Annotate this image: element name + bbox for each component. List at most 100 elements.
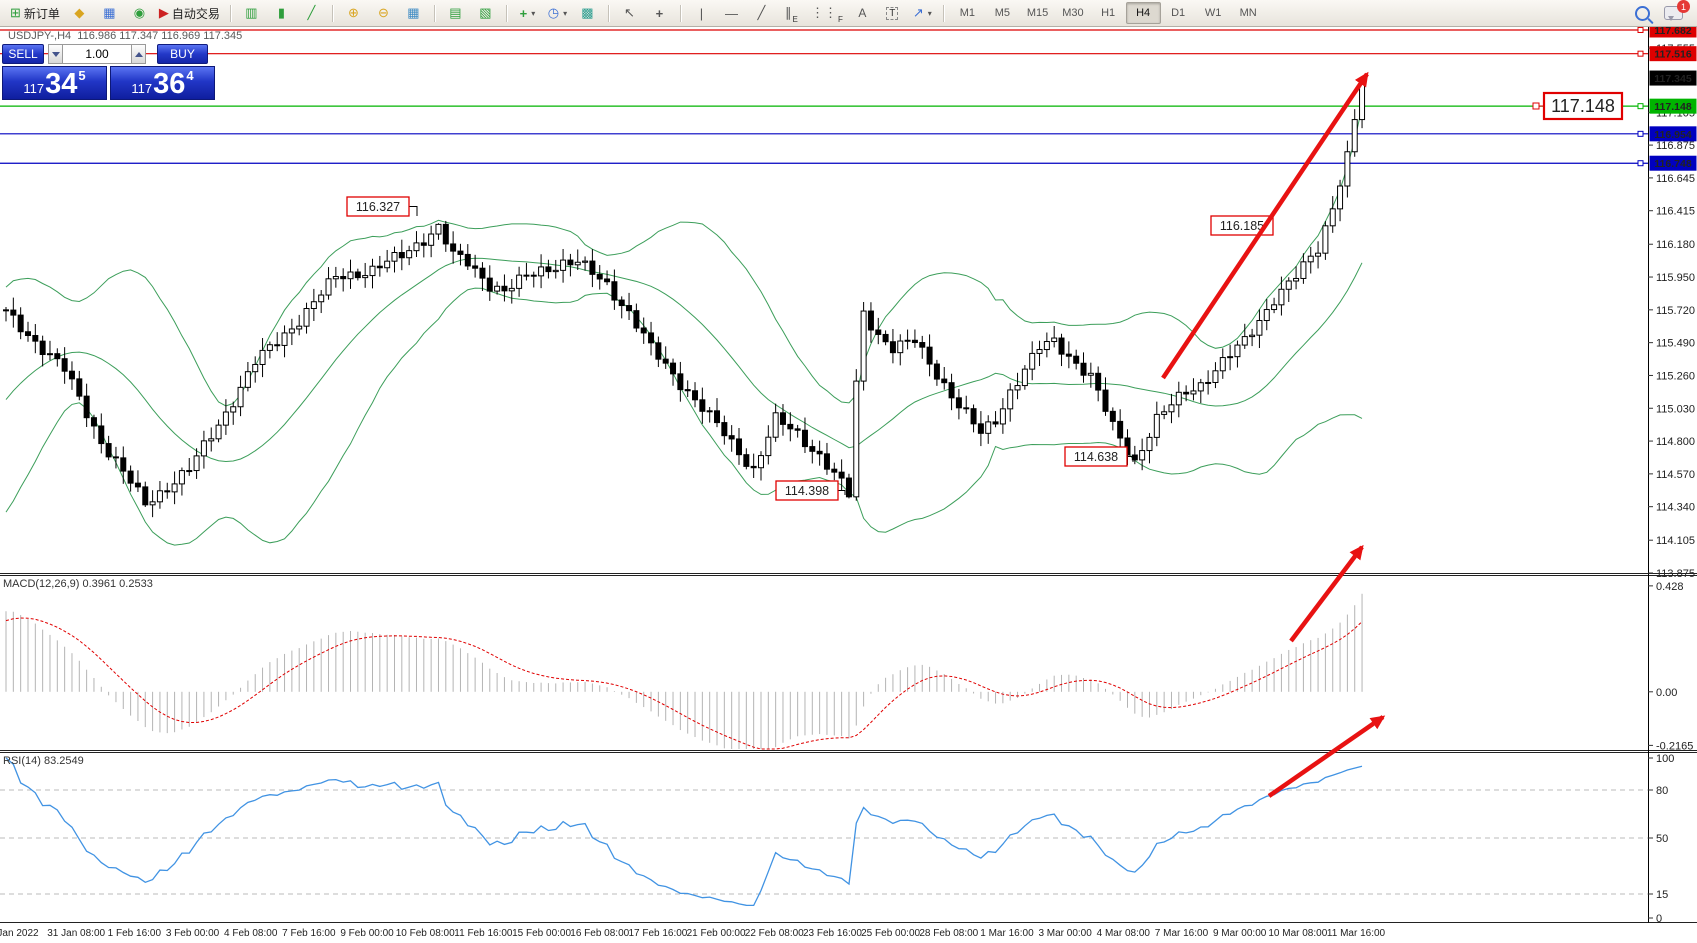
candle-body xyxy=(1329,208,1336,227)
timeframe-m15[interactable]: M15 xyxy=(1026,7,1049,19)
new-order-button[interactable]: ⊞ 新订单 xyxy=(10,5,60,21)
time-axis-label: 3 Mar 00:00 xyxy=(1038,928,1092,939)
timeframe-d1[interactable]: D1 xyxy=(1171,7,1186,19)
price-line-badge-text: 117.148 xyxy=(1654,101,1692,113)
candle-body xyxy=(765,436,772,457)
autotrading-button[interactable]: ▶ 自动交易 xyxy=(158,5,220,21)
label-icon: T xyxy=(886,6,899,20)
add-indicator-button[interactable]: + ▾ xyxy=(513,2,542,25)
timeframe-h4[interactable]: H4 xyxy=(1125,2,1161,24)
template-button[interactable]: ▩ xyxy=(573,2,602,25)
price-tick-label: 114.800 xyxy=(1656,436,1695,448)
zoom-in-button[interactable]: ⊕ xyxy=(339,2,368,25)
rsi-tick-label: 15 xyxy=(1656,889,1668,901)
price-line-badge-text: 116.954 xyxy=(1654,129,1692,141)
timeframe-mn[interactable]: MN xyxy=(1239,7,1257,19)
timeframe-m5[interactable]: M5 xyxy=(994,7,1010,19)
signals-button[interactable]: ◉ xyxy=(125,2,154,25)
candle-body xyxy=(1175,391,1182,406)
candle-body xyxy=(897,340,904,354)
price-line-marker[interactable] xyxy=(1637,50,1644,57)
label-tool-button[interactable]: T xyxy=(878,2,907,25)
crosshair-tool-button[interactable]: + xyxy=(645,2,674,25)
price-line-marker[interactable] xyxy=(1637,103,1644,110)
sell-price-quote[interactable]: 117 34 5 xyxy=(2,66,107,100)
triangle-up-icon xyxy=(134,51,143,57)
candle-body xyxy=(750,465,757,469)
candle-body xyxy=(867,310,874,331)
styles-button[interactable]: ◆ xyxy=(65,2,94,25)
candle-body xyxy=(560,259,567,271)
fibonacci-tool-button[interactable]: ⋮⋮ F xyxy=(810,5,843,24)
trend-arrow[interactable] xyxy=(1289,544,1364,643)
candle-body xyxy=(816,450,823,455)
candle-body xyxy=(963,407,970,410)
buy-price-quote[interactable]: 117 36 4 xyxy=(110,66,215,100)
volume-increase-button[interactable] xyxy=(131,44,146,64)
price-annotation-box[interactable] xyxy=(1064,446,1128,467)
trend-arrow[interactable] xyxy=(1267,715,1386,798)
candle-body xyxy=(926,346,933,365)
candle-body xyxy=(904,339,911,342)
price-annotation-box[interactable] xyxy=(1210,215,1274,236)
candle-body xyxy=(882,333,889,343)
candle-body xyxy=(222,411,229,426)
volume-decrease-button[interactable] xyxy=(48,44,63,64)
sell-button[interactable]: SELL xyxy=(2,44,44,64)
trendline-tool-button[interactable]: ╱ xyxy=(747,2,776,25)
timeframe-h1[interactable]: H1 xyxy=(1101,7,1116,19)
horizontal-line-tool-button[interactable]: — xyxy=(717,2,746,25)
data-window-icon: ▧ xyxy=(479,5,492,20)
time-axis-label: 22 Feb 08:00 xyxy=(745,928,804,939)
candlestick-mode-button[interactable]: ▮ xyxy=(267,2,296,25)
price-annotation-text: 114.398 xyxy=(785,484,829,498)
text-tool-button[interactable]: A xyxy=(848,2,877,25)
price-annotation-box[interactable] xyxy=(346,196,410,217)
price-line-marker[interactable] xyxy=(1637,130,1644,137)
price-line-marker[interactable] xyxy=(1637,26,1644,33)
line-chart-icon: ╱ xyxy=(307,5,316,20)
periodicity-button[interactable]: ◷ ▾ xyxy=(543,2,572,25)
market-watch-button[interactable]: ▦ xyxy=(95,2,124,25)
shapes-tool-button[interactable]: ↗ ▾ xyxy=(908,2,937,25)
volume-input[interactable] xyxy=(63,44,131,64)
toolbar-separator xyxy=(607,4,609,22)
timeframe-w1[interactable]: W1 xyxy=(1204,7,1222,19)
annotation-connector xyxy=(409,206,418,216)
tile-windows-button[interactable]: ▦ xyxy=(399,2,428,25)
candle-body xyxy=(127,470,134,484)
buy-button[interactable]: BUY xyxy=(157,44,208,64)
symbol-label: USDJPY-,H4 xyxy=(8,30,72,42)
bar-chart-mode-button[interactable]: ▥ xyxy=(237,2,266,25)
candle-body xyxy=(1271,304,1278,311)
indicator-window-button[interactable]: ▤ xyxy=(441,2,470,25)
timeframe-m1[interactable]: M1 xyxy=(959,7,975,19)
price-annotation-box[interactable] xyxy=(775,480,839,501)
timeframe-m30[interactable]: M30 xyxy=(1062,7,1084,19)
data-window-button[interactable]: ▧ xyxy=(471,2,500,25)
channel-tool-button[interactable]: ∥ E xyxy=(785,5,798,24)
candle-body xyxy=(325,278,332,296)
price-annotation-box[interactable] xyxy=(1542,91,1624,121)
chat-icon[interactable]: 1 xyxy=(1664,0,1690,21)
line-chart-mode-button[interactable]: ╱ xyxy=(297,2,326,25)
zoom-out-button[interactable]: ⊖ xyxy=(369,2,398,25)
candle-body xyxy=(24,331,31,337)
price-line-marker[interactable] xyxy=(1637,160,1644,167)
trend-arrow[interactable] xyxy=(1161,71,1369,380)
candle-body xyxy=(1095,372,1102,391)
cursor-tool-button[interactable]: ↖ xyxy=(615,2,644,25)
search-icon[interactable] xyxy=(1635,5,1650,21)
candle-body xyxy=(1227,356,1234,359)
candle-body xyxy=(699,399,706,412)
candle-body xyxy=(1205,381,1212,384)
candle-body xyxy=(1021,368,1028,387)
candle-body xyxy=(831,468,838,473)
candle-body xyxy=(237,386,244,408)
candle-body xyxy=(68,370,75,380)
vertical-line-tool-button[interactable]: | xyxy=(687,2,716,25)
candle-body xyxy=(1190,390,1197,395)
time-axis-label: 17 Feb 16:00 xyxy=(628,928,687,939)
time-axis-label: 1 Feb 16:00 xyxy=(108,928,162,939)
